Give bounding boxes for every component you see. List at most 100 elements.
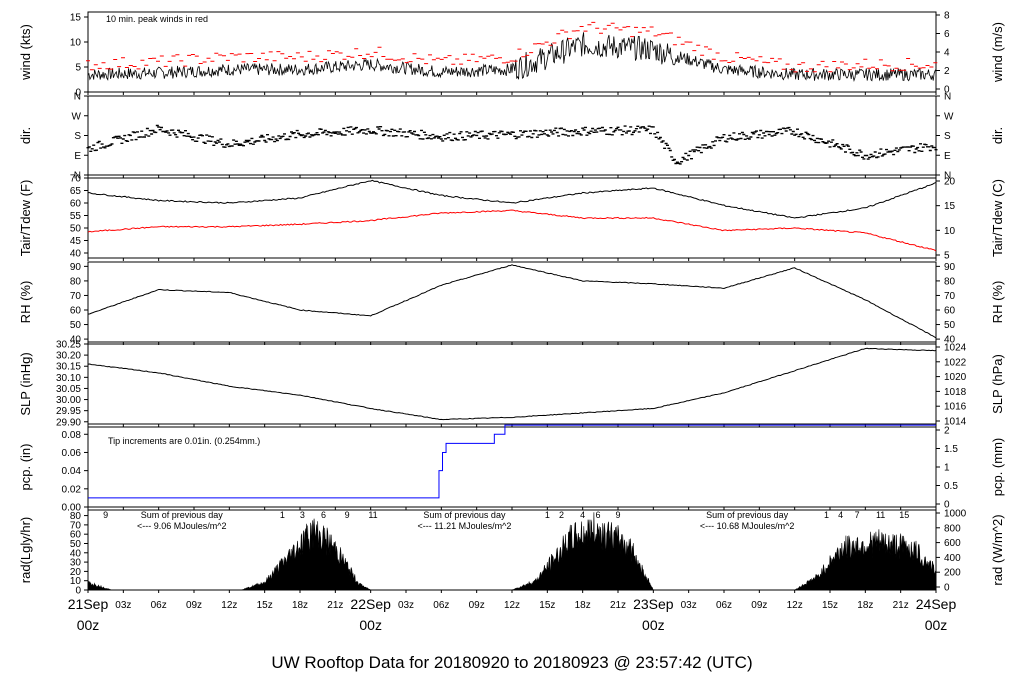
ytick-label-left-pcp: 0.08: [62, 430, 82, 441]
ytick-label-left-slp: 30.20: [56, 351, 81, 362]
series-dir-0: [86, 124, 938, 165]
rad-hour-marker: 6: [595, 510, 600, 520]
ytick-label-left-pcp: 0.04: [62, 466, 82, 477]
series-pcp-0: [88, 424, 936, 499]
ytick-label-right-rad: 400: [944, 553, 961, 564]
hour-tick-label: 18z: [292, 600, 308, 611]
ytick-label-left-pcp: 0.06: [62, 448, 82, 459]
hour-tick-label: 15z: [539, 600, 555, 611]
hour-tick-label: 06z: [151, 600, 167, 611]
ylabel-left-temp: Tair/Tdew (F): [18, 180, 33, 257]
day-label-date: 21Sep: [68, 596, 109, 612]
ytick-label-right-dir: E: [944, 151, 951, 162]
ytick-label-right-wind: 4: [944, 48, 950, 59]
ytick-label-right-rad: 800: [944, 523, 961, 534]
ytick-label-left-dir: E: [74, 151, 81, 162]
ytick-label-left-rad: 40: [70, 548, 82, 559]
hour-tick-label: 21z: [327, 600, 343, 611]
hour-tick-label: 12z: [504, 600, 520, 611]
hour-tick-label: 03z: [681, 600, 697, 611]
hour-tick-label: 15z: [822, 600, 838, 611]
hour-tick-label: 12z: [221, 600, 237, 611]
ytick-label-left-slp: 30.15: [56, 362, 81, 373]
ytick-label-left-rad: 60: [70, 530, 82, 541]
ytick-label-right-slp: 1022: [944, 357, 967, 368]
hour-tick-label: 15z: [257, 600, 273, 611]
ytick-label-left-rad: 0: [75, 586, 81, 597]
ytick-label-left-temp: 45: [70, 236, 82, 247]
annotation-pcp: Tip increments are 0.01in. (0.254mm.): [108, 436, 260, 446]
series-slp-0: [87, 347, 937, 421]
ytick-label-left-rad: 50: [70, 539, 82, 550]
ytick-label-right-temp: 20: [944, 177, 956, 188]
ylabel-right-rh: RH (%): [990, 281, 1005, 324]
ytick-label-left-pcp: 0.00: [62, 503, 82, 514]
ytick-label-right-temp: 15: [944, 201, 956, 212]
ytick-label-right-pcp: 0: [944, 500, 950, 511]
ytick-label-left-temp: 60: [70, 199, 82, 210]
ytick-label-right-rad: 600: [944, 538, 961, 549]
ytick-label-left-rad: 80: [70, 511, 82, 522]
ytick-label-left-slp: 29.90: [56, 417, 81, 428]
ytick-label-right-dir: N: [944, 92, 951, 103]
day-label-time: 00z: [359, 617, 382, 633]
ytick-label-right-rh: 80: [944, 276, 956, 287]
ytick-label-left-wind: 15: [70, 13, 82, 24]
ytick-label-right-wind: 8: [944, 11, 950, 22]
ylabel-left-rad: rad(Lgly/hr): [18, 517, 33, 583]
day-label-time: 00z: [925, 617, 948, 633]
ylabel-right-temp: Tair/Tdew (C): [990, 179, 1005, 257]
ytick-label-right-wind: 2: [944, 66, 950, 77]
hour-tick-label: 09z: [751, 600, 767, 611]
ylabel-left-pcp: pcp. (in): [18, 444, 33, 491]
ytick-label-left-dir: W: [72, 111, 82, 122]
panel-frame-wind: [87, 11, 937, 93]
ytick-label-right-dir: S: [944, 131, 951, 142]
ytick-label-right-rh: 60: [944, 306, 956, 317]
rad-sum-value: <--- 10.68 MJoules/m^2: [700, 521, 795, 531]
hour-tick-label: 18z: [575, 600, 591, 611]
ytick-label-left-rh: 40: [70, 335, 82, 346]
ytick-label-right-temp: 10: [944, 226, 956, 237]
ytick-label-right-rad: 200: [944, 568, 961, 579]
ytick-label-left-dir: N: [74, 92, 81, 103]
ylabel-left-rh: RH (%): [18, 281, 33, 324]
hour-tick-label: 03z: [398, 600, 414, 611]
series-rh-0: [87, 264, 937, 339]
ytick-label-left-rh: 50: [70, 320, 82, 331]
hour-tick-label: 12z: [787, 600, 803, 611]
ytick-label-right-temp: 5: [944, 251, 950, 262]
hour-tick-label: 06z: [433, 600, 449, 611]
ytick-label-left-slp: 30.05: [56, 384, 81, 395]
ytick-label-right-rad: 0: [944, 583, 950, 594]
ytick-label-right-rh: 70: [944, 291, 956, 302]
rad-hour-marker: 4: [580, 510, 585, 520]
ytick-label-left-wind: 5: [75, 63, 81, 74]
ytick-label-left-rh: 90: [70, 262, 82, 273]
ytick-label-right-slp: 1024: [944, 343, 967, 354]
panel-frame-temp: [87, 177, 937, 259]
ytick-label-left-wind: 0: [75, 88, 81, 99]
ylabel-left-dir: dir.: [18, 127, 33, 144]
ylabel-left-slp: SLP (inHg): [18, 352, 33, 415]
ytick-label-right-pcp: 2: [944, 426, 950, 437]
ylabel-right-wind: wind (m/s): [990, 22, 1005, 83]
rad-hour-marker: 4: [838, 510, 843, 520]
ytick-label-left-slp: 30.25: [56, 340, 81, 351]
rad-hour-marker: 11: [368, 510, 377, 520]
rad-hour-marker: 2: [559, 510, 564, 520]
ytick-label-left-slp: 29.95: [56, 406, 81, 417]
series-temp-0: [87, 179, 937, 219]
ytick-label-right-rh: 50: [944, 320, 956, 331]
ytick-label-left-dir: N: [74, 171, 81, 182]
ytick-label-left-rad: 20: [70, 567, 82, 578]
hour-tick-label: 18z: [857, 600, 873, 611]
ytick-label-right-slp: 1018: [944, 387, 967, 398]
series-wind-1: [86, 21, 938, 73]
hour-tick-label: 09z: [186, 600, 202, 611]
rad-sum-value: <--- 9.06 MJoules/m^2: [137, 521, 227, 531]
ytick-label-left-wind: 10: [70, 38, 82, 49]
ytick-label-left-temp: 40: [70, 249, 82, 260]
rad-sum-label: Sum of previous day: [141, 510, 224, 520]
annotation-wind: 10 min. peak winds in red: [106, 14, 208, 24]
